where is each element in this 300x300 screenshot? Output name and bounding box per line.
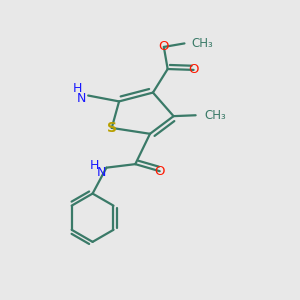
Text: N: N xyxy=(77,92,86,105)
Text: CH₃: CH₃ xyxy=(192,37,214,50)
Text: H: H xyxy=(73,82,83,95)
Text: O: O xyxy=(159,40,169,53)
Text: CH₃: CH₃ xyxy=(204,109,226,122)
Text: S: S xyxy=(107,121,117,135)
Text: O: O xyxy=(154,165,165,178)
Text: N: N xyxy=(97,167,106,179)
Text: H: H xyxy=(90,159,99,172)
Text: O: O xyxy=(188,63,199,76)
